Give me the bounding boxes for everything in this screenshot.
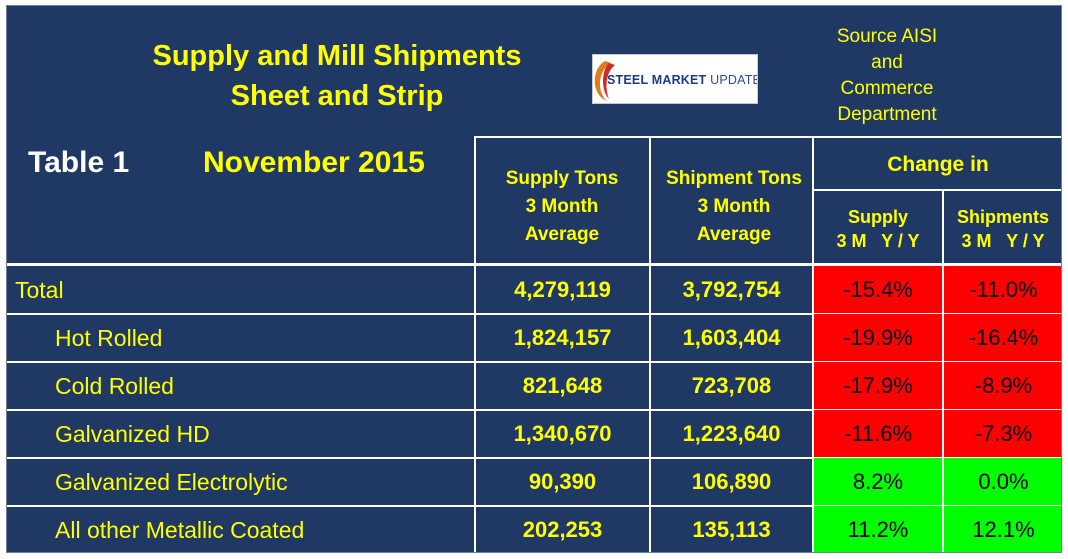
supply-change-value: 8.2% [814,458,942,506]
shipments-change-value: -11.0% [944,266,1061,314]
logo-swoosh-icon [594,61,615,101]
grid-line [474,136,476,552]
shipment-tons-value: 723,708 [691,373,772,398]
shipment-tons-value: 1,603,404 [682,325,781,350]
supply-change-value: -17.9% [814,362,942,410]
shipment-tons-value: 106,890 [691,469,772,494]
shipment-tons-value: 3,792,754 [682,277,781,302]
grid-line [7,457,1061,459]
grid-line [7,361,1061,363]
table-label: Table 1 [28,146,130,179]
header-supply-tons: Supply Tons 3 Month Average [505,168,619,245]
shipment-tons-value: 1,223,640 [682,421,781,446]
source-note: Source AISI and Commerce Department [836,26,938,125]
header-change-supply: Supply 3 M Y / Y [836,207,920,251]
shipment-tons-value: 135,113 [692,517,771,542]
logo-text: STEEL MARKET UPDATE [607,73,758,87]
supply-tons-value: 821,648 [522,373,603,398]
grid-line [812,136,814,552]
grid-line [7,505,1061,507]
row-label: Cold Rolled [55,373,174,399]
grid-line [7,313,1061,315]
row-label: Hot Rolled [55,325,163,351]
supply-tons-value: 90,390 [528,469,597,494]
supply-change-value: -15.4% [814,266,942,314]
supply-change-value: -11.6% [814,410,942,458]
row-label: All other Metallic Coated [55,517,305,543]
grid-line [649,136,651,552]
supply-tons-value: 1,340,670 [513,421,612,446]
grid-line [7,263,1061,266]
shipments-change-value: 0.0% [944,458,1061,506]
header-change-shipments: Shipments 3 M Y / Y [956,207,1049,251]
row-label: Galvanized Electrolytic [55,469,288,495]
grid-line [7,409,1061,411]
title-line-1: Supply and Mill Shipments [152,40,522,72]
row-label: Total [15,277,64,303]
shipments-change-value: -16.4% [944,314,1061,362]
steel-market-update-logo: STEEL MARKET UPDATE [592,54,758,104]
title-line-2: Sheet and Strip [230,80,444,112]
row-label: Galvanized HD [55,421,210,447]
shipments-change-value: -8.9% [944,362,1061,410]
page-title: Supply and Mill Shipments Sheet and Stri… [67,36,607,116]
grid-line [942,189,944,552]
period-label: November 2015 [203,146,425,179]
supply-tons-value: 202,253 [522,517,603,542]
table-frame: Supply and Mill Shipments Sheet and Stri… [6,5,1062,553]
header-change-in: Change in [887,153,989,176]
supply-change-value: 11.2% [814,506,942,552]
shipments-change-value: -7.3% [944,410,1061,458]
supply-change-value: -19.9% [814,314,942,362]
header-shipment-tons: Shipment Tons 3 Month Average [666,168,802,245]
shipments-change-value: 12.1% [944,506,1061,552]
grid-line [474,136,1061,138]
supply-tons-value: 4,279,119 [514,277,611,302]
grid-line [812,189,1061,191]
supply-tons-value: 1,824,157 [513,325,612,350]
